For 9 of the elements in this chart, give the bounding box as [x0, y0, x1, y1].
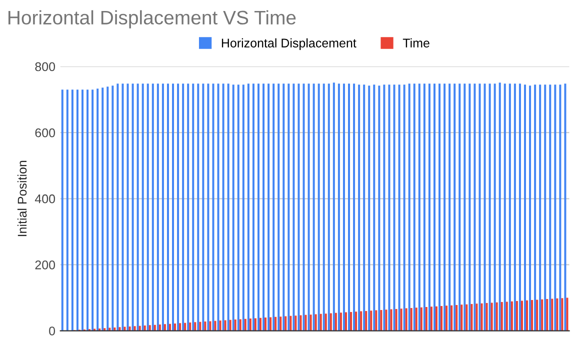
y-tick-label: 600 [35, 128, 56, 138]
y-axis-title: Initial Position [17, 160, 27, 236]
y-tick-label: 200 [35, 260, 56, 270]
legend-label: Horizontal Displacement [222, 38, 356, 50]
y-tick-label: 400 [34, 194, 56, 204]
y-tick-label: 800 [35, 62, 56, 72]
legend-label: Time [402, 38, 430, 48]
y-tick-label: 0 [49, 326, 56, 336]
chart-title: Horizontal Displacement VS Time [8, 10, 296, 28]
